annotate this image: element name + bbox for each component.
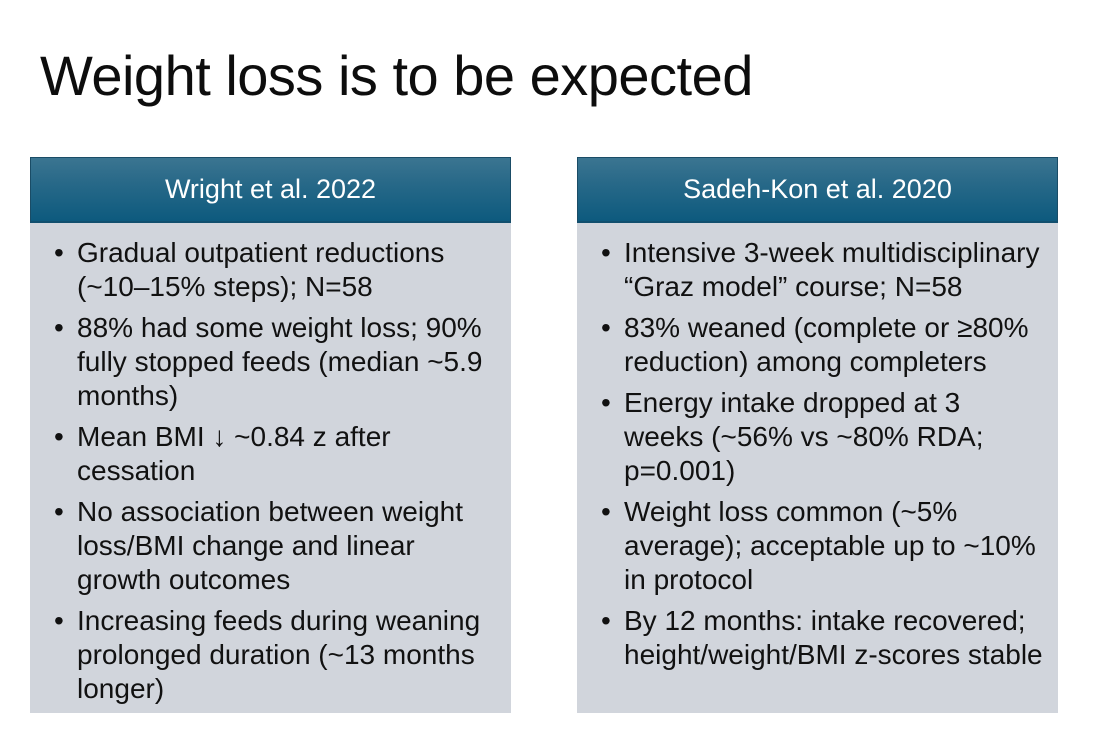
panel-wright-header: Wright et al. 2022 xyxy=(30,157,511,223)
panel-sadeh-kon-body: Intensive 3-week multidisciplinary “Graz… xyxy=(577,223,1058,713)
bullet-item: Energy intake dropped at 3 weeks (~56% v… xyxy=(595,386,1044,488)
bullet-item: 83% weaned (complete or ≥80% reduction) … xyxy=(595,311,1044,379)
panel-sadeh-kon: Sadeh-Kon et al. 2020 Intensive 3-week m… xyxy=(577,157,1058,713)
bullet-item: By 12 months: intake recovered; height/w… xyxy=(595,604,1044,672)
panel-sadeh-kon-header: Sadeh-Kon et al. 2020 xyxy=(577,157,1058,223)
bullet-item: Mean BMI ↓ ~0.84 z after cessation xyxy=(48,420,497,488)
panel-wright: Wright et al. 2022 Gradual outpatient re… xyxy=(30,157,511,713)
bullet-item: Weight loss common (~5% average); accept… xyxy=(595,495,1044,597)
bullet-item: Gradual outpatient reductions (~10–15% s… xyxy=(48,236,497,304)
bullet-list-wright: Gradual outpatient reductions (~10–15% s… xyxy=(48,236,497,706)
bullet-item: Increasing feeds during weaning prolonge… xyxy=(48,604,497,706)
bullet-item: 88% had some weight loss; 90% fully stop… xyxy=(48,311,497,413)
slide-title: Weight loss is to be expected xyxy=(40,43,753,107)
bullet-item: No association between weight loss/BMI c… xyxy=(48,495,497,597)
panel-wright-body: Gradual outpatient reductions (~10–15% s… xyxy=(30,223,511,713)
bullet-list-sadeh-kon: Intensive 3-week multidisciplinary “Graz… xyxy=(595,236,1044,672)
bullet-item: Intensive 3-week multidisciplinary “Graz… xyxy=(595,236,1044,304)
